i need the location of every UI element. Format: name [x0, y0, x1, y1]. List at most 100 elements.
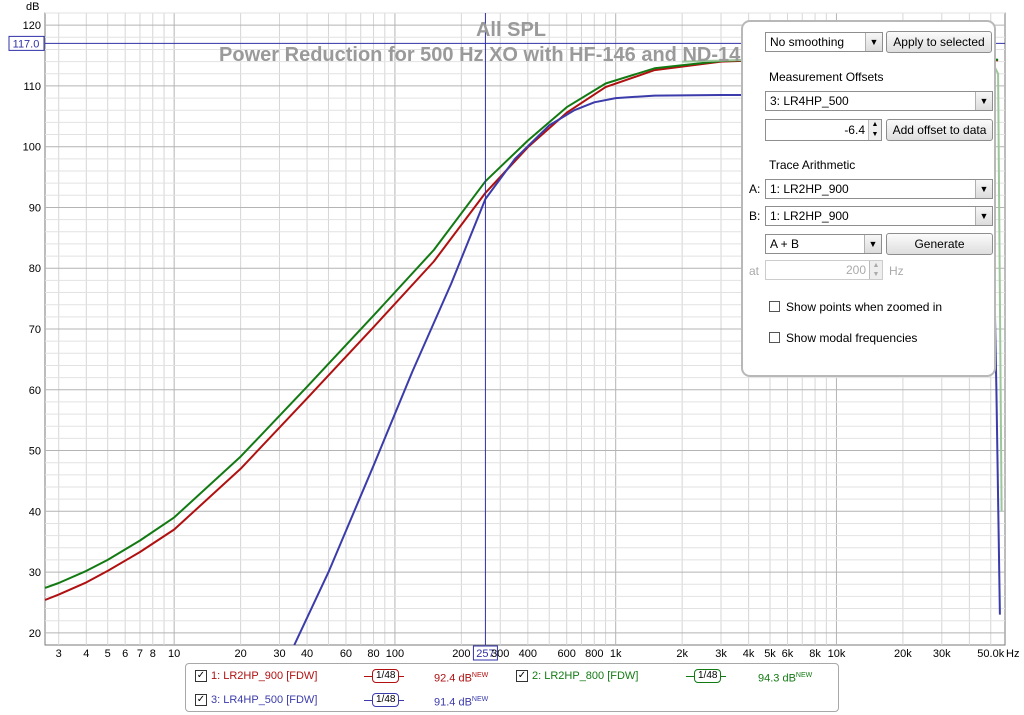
y-tick-label: 50	[29, 446, 41, 458]
x-tick-label: 100	[386, 648, 404, 660]
x-tick-label: 200	[452, 648, 470, 660]
spinner-icon[interactable]: ▲ ▼	[869, 261, 882, 279]
offset-measurement-value: 3: LR4HP_500	[770, 94, 849, 108]
legend-checkbox-2[interactable]: ✓	[516, 670, 528, 682]
offset-value-spinner[interactable]: -6.4 ▲ ▼	[765, 119, 882, 141]
at-label: at	[749, 264, 760, 278]
y-axis-label: dB	[26, 1, 39, 13]
trace-a-select[interactable]: 1: LR2HP_900 ▼	[765, 179, 993, 199]
x-tick-label: 40	[301, 648, 313, 660]
b-label: B:	[749, 209, 761, 223]
legend-value-1: 92.4 dBNEW	[434, 672, 489, 685]
x-tick-label: 10k	[828, 648, 846, 660]
show-points-checkbox[interactable]	[769, 301, 780, 312]
y-tick-label: 120	[23, 20, 41, 32]
chevron-down-icon[interactable]: ▼	[864, 235, 881, 253]
smoothing-value: No smoothing	[770, 35, 845, 49]
x-tick-label: 4	[83, 648, 89, 660]
operation-value: A + B	[770, 237, 800, 251]
y-tick-label: 70	[29, 324, 41, 336]
chevron-down-icon[interactable]: ▼	[975, 92, 992, 110]
smoothing-badge-1: 1/48	[372, 669, 400, 683]
x-tick-label: 60	[340, 648, 352, 660]
y-tick-label: 30	[29, 567, 41, 579]
chart-title: All SPL	[476, 19, 546, 41]
x-tick-label: 30k	[933, 648, 951, 660]
x-tick-label: 20	[234, 648, 246, 660]
x-tick-label: 4k	[743, 648, 755, 660]
x-tick-label: 1k	[610, 648, 622, 660]
x-tick-label: 20k	[894, 648, 912, 660]
x-tick-label: 10	[168, 648, 180, 660]
at-frequency-spinner[interactable]: 200 ▲ ▼	[765, 260, 883, 280]
legend-smoothing-1[interactable]: 1/48	[364, 669, 404, 683]
offset-value: -6.4	[844, 123, 865, 137]
x-tick-label: 400	[519, 648, 537, 660]
x-tick-label: 300	[491, 648, 509, 660]
smoothing-badge-3: 1/48	[372, 693, 400, 707]
cursor-x-readout-box	[472, 645, 498, 661]
offset-measurement-select[interactable]: 3: LR4HP_500 ▼	[765, 91, 993, 111]
x-tick-label: 3	[56, 648, 62, 660]
x-tick-label: 6	[122, 648, 128, 660]
x-tick-label: 8	[150, 648, 156, 660]
chart-axes: 3 4 5 6 7 8 10 20 30 40 60 80 100 200 300 400 600 800 1k 2k…	[23, 20, 1005, 660]
x-tick-label: 80	[367, 648, 379, 660]
legend-value-3: 91.4 dBNEW	[434, 696, 489, 709]
at-frequency-value: 200	[845, 263, 866, 277]
x-tick-label: 7	[137, 648, 143, 660]
legend-smoothing-2[interactable]: 1/48	[686, 669, 726, 683]
show-modal-label: Show modal frequencies	[786, 331, 918, 345]
smoothing-select[interactable]: No smoothing ▼	[765, 32, 883, 52]
at-unit: Hz	[889, 264, 904, 278]
legend-label-1[interactable]: 1: LR2HP_900 [FDW]	[211, 670, 318, 682]
chart-subtitle: Power Reduction for 500 Hz XO with HF-14…	[219, 44, 777, 66]
y-tick-label: 40	[29, 506, 41, 518]
chevron-down-icon[interactable]: ▼	[865, 33, 882, 51]
chevron-down-icon[interactable]: ▼	[975, 207, 992, 225]
generate-button[interactable]: Generate	[886, 233, 993, 255]
x-tick-label: 600	[558, 648, 576, 660]
chevron-down-icon[interactable]: ▼	[975, 180, 992, 198]
y-tick-label: 90	[29, 202, 41, 214]
legend-value-2: 94.3 dBNEW	[758, 672, 813, 685]
y-tick-label: 100	[23, 142, 41, 154]
x-tick-label: 30	[273, 648, 285, 660]
arithmetic-heading: Trace Arithmetic	[769, 158, 856, 172]
smoothing-badge-2: 1/48	[694, 669, 722, 683]
add-offset-button[interactable]: Add offset to data	[886, 119, 993, 141]
control-panel: No smoothing ▼ Apply to selected Measure…	[741, 20, 996, 377]
x-tick-label: 800	[585, 648, 603, 660]
legend-checkbox-3[interactable]: ✓	[195, 694, 207, 706]
trace-b-value: 1: LR2HP_900	[770, 209, 849, 223]
trace-b-select[interactable]: 1: LR2HP_900 ▼	[765, 206, 993, 226]
offsets-heading: Measurement Offsets	[769, 70, 884, 84]
y-tick-label: 20	[29, 628, 41, 640]
legend-label-2[interactable]: 2: LR2HP_800 [FDW]	[532, 670, 639, 682]
legend-label-3[interactable]: 3: LR4HP_500 [FDW]	[211, 694, 318, 706]
cursor-y-readout-box	[8, 35, 45, 51]
show-modal-checkbox[interactable]	[769, 332, 780, 343]
x-axis-label: Hz	[1006, 648, 1019, 660]
y-tick-label: 110	[23, 81, 41, 93]
apply-to-selected-button[interactable]: Apply to selected	[886, 31, 992, 53]
x-tick-label: 5k	[764, 648, 776, 660]
x-tick-label: 8k	[809, 648, 821, 660]
x-tick-label: 5	[105, 648, 111, 660]
x-tick-label: 3k	[715, 648, 727, 660]
x-tick-label: 6k	[782, 648, 794, 660]
x-tick-label: 2k	[676, 648, 688, 660]
spinner-icon[interactable]: ▲ ▼	[868, 120, 881, 140]
x-tick-label: 50.0k	[977, 648, 1004, 660]
y-tick-label: 60	[29, 385, 41, 397]
cursor-y-readout: 117.0	[13, 38, 40, 50]
y-tick-label: 80	[29, 263, 41, 275]
operation-select[interactable]: A + B ▼	[765, 234, 882, 254]
legend-checkbox-1[interactable]: ✓	[195, 670, 207, 682]
show-points-label: Show points when zoomed in	[786, 300, 943, 314]
a-label: A:	[749, 182, 761, 196]
trace-a-value: 1: LR2HP_900	[770, 182, 849, 196]
cursor-x-readout: 257	[476, 648, 494, 660]
legend: ✓ 1: LR2HP_900 [FDW] 1/48 92.4 dBNEW ✓ 2…	[185, 663, 839, 712]
legend-smoothing-3[interactable]: 1/48	[364, 693, 404, 707]
